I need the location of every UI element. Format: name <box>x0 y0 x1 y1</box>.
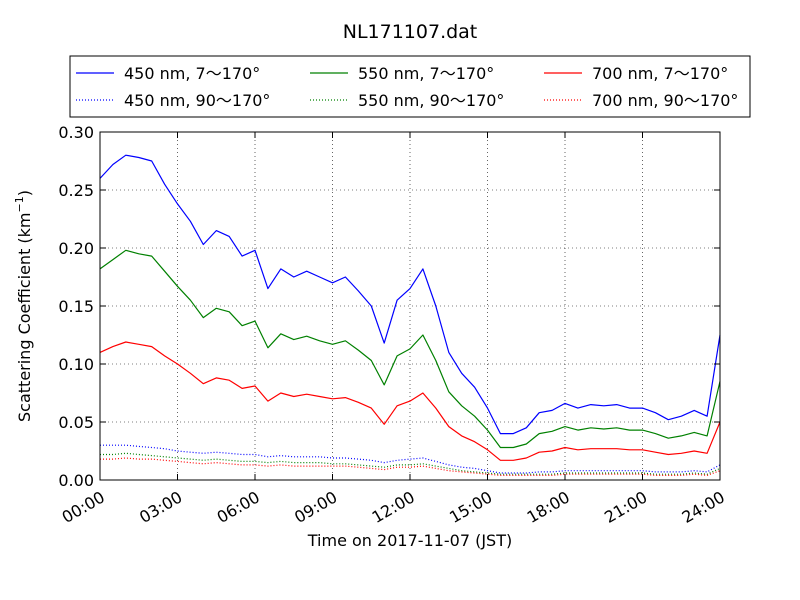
chart-title: NL171107.dat <box>343 21 478 43</box>
y-axis-label: Scattering Coefficient (km−1) <box>13 190 34 422</box>
legend-label-4: 550 nm, 90～170° <box>358 91 504 110</box>
legend-box <box>69 55 751 118</box>
legend-label-1: 450 nm, 7～170° <box>124 64 260 83</box>
legend-label-3: 550 nm, 7～170° <box>358 64 494 83</box>
y-axis-label-exponent: −1 <box>13 196 26 212</box>
legend: 450 nm, 7～170° 550 nm, 7～170° 700 nm, 7～17… <box>69 55 751 118</box>
series-layer <box>99 154 721 476</box>
y-axis-label-close: ) <box>15 190 34 196</box>
x-axis-label: Time on 2017-11-07 (JST) <box>307 531 512 550</box>
series-line-2 <box>100 444 721 474</box>
legend-label-5: 700 nm, 7～170° <box>592 64 728 83</box>
series-line-3 <box>99 249 721 449</box>
y-tick-label: 0.30 <box>58 123 94 142</box>
legend-label-6: 700 nm, 90～170° <box>592 91 738 110</box>
y-tick-label: 0.15 <box>58 297 94 316</box>
y-tick-label: 0.05 <box>58 413 94 432</box>
series-line-5 <box>99 341 721 461</box>
y-tick-label: 0.10 <box>58 355 94 374</box>
y-axis-label-main: Scattering Coefficient (km <box>15 212 34 422</box>
y-tick-label: 0.00 <box>58 471 94 490</box>
series-line-1 <box>99 154 721 435</box>
y-tick-label: 0.25 <box>58 181 94 200</box>
legend-label-2: 450 nm, 90～170° <box>124 91 270 110</box>
y-tick-label: 0.20 <box>58 239 94 258</box>
grid <box>100 132 720 480</box>
